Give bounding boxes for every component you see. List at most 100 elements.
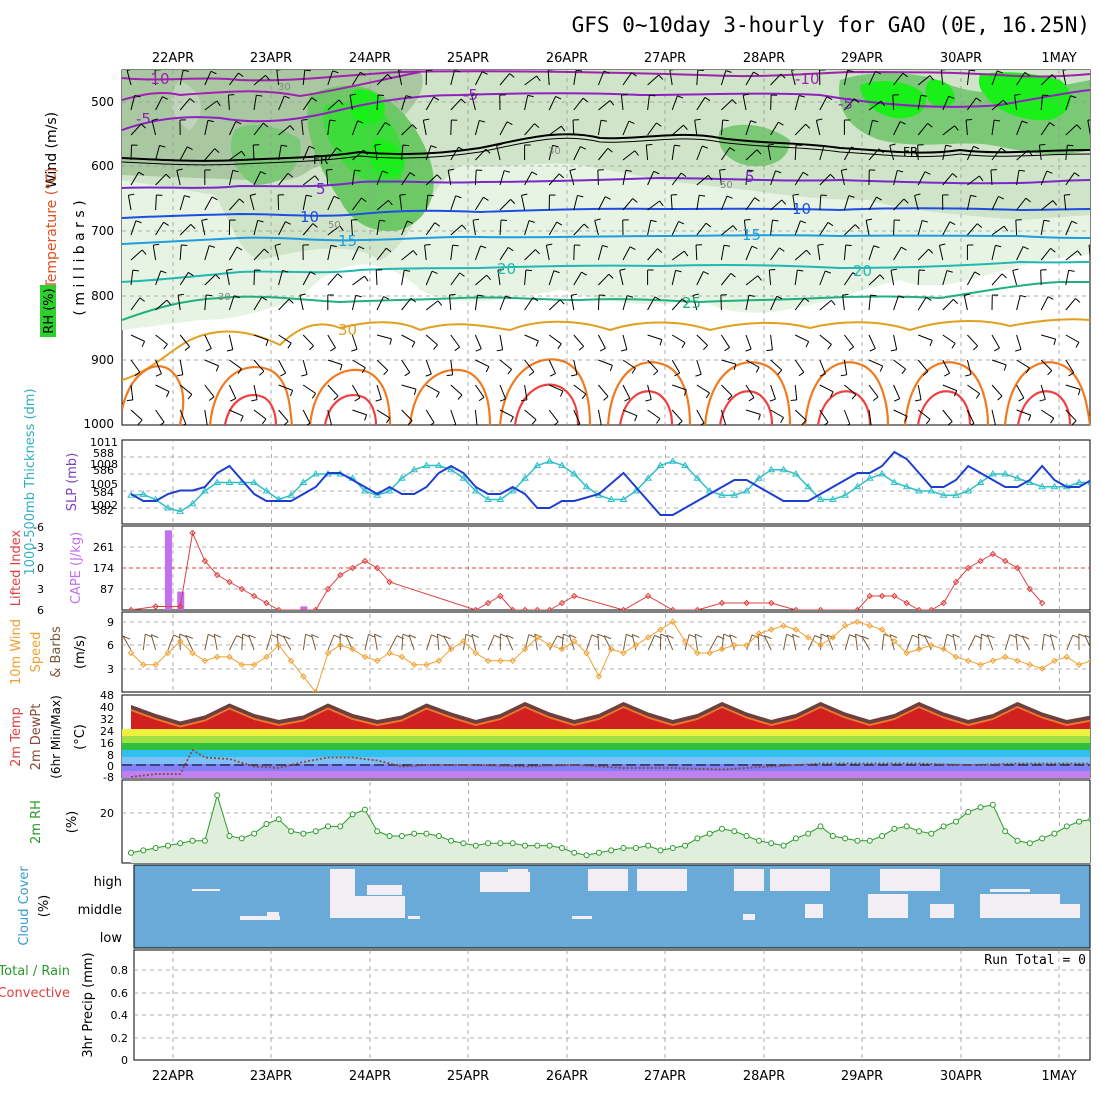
- upper-wind-barb: [548, 96, 556, 111]
- upper-wind-barb: [1065, 220, 1073, 236]
- upper-wind-barb: [450, 245, 454, 261]
- upper-wind-barb: [229, 359, 242, 370]
- isotherm-minus10b: [122, 71, 421, 101]
- wind10m-barb: [1015, 634, 1018, 651]
- wind10m-barb: [436, 634, 440, 651]
- upper-wind-barb: [570, 295, 575, 311]
- rh2m-point: [238, 835, 245, 842]
- upper-wind-barb: [842, 295, 845, 311]
- upper-wind-barb: [1014, 95, 1018, 111]
- temperature-color-bands: [122, 729, 1090, 778]
- cloud-block: [267, 912, 279, 918]
- thickness-point: [742, 487, 751, 494]
- upper-wind-barb: [671, 334, 686, 344]
- upper-wind-barb: [263, 248, 269, 254]
- upper-wind-barb: [204, 196, 213, 211]
- upper-wind-barb: [215, 365, 220, 372]
- wind10m-barb: [500, 633, 508, 638]
- rh2m-point: [916, 828, 922, 835]
- isotherm-label: 25: [682, 294, 701, 312]
- upper-wind-barb: [647, 296, 656, 311]
- wind10m-point: [1001, 653, 1009, 661]
- thickness-point: [385, 487, 394, 494]
- upper-wind-barb: [506, 121, 513, 126]
- upper-wind-barb: [569, 168, 576, 171]
- upper-wind-barb: [671, 124, 684, 136]
- upper-wind-barb: [531, 171, 538, 176]
- lifted-index-point: [484, 599, 492, 607]
- upper-wind-barb: [929, 75, 935, 81]
- upper-wind-barb: [452, 244, 459, 247]
- rh2m-tick: 20: [100, 807, 114, 820]
- upper-wind-barb: [424, 243, 431, 246]
- cape-tick: 87: [100, 583, 114, 596]
- upper-wind-barb: [450, 384, 463, 396]
- wind10m-point: [731, 641, 738, 649]
- rh2m-point: [312, 828, 319, 835]
- upper-wind-barb: [865, 220, 870, 236]
- upper-wind-barb: [794, 144, 797, 161]
- wind10m-point: [669, 618, 676, 626]
- wind10m-point: [817, 641, 824, 649]
- wind10m-point: [460, 638, 467, 645]
- thickness-point: [841, 491, 850, 498]
- upper-wind-barb: [803, 297, 810, 303]
- upper-wind-barb: [304, 70, 311, 72]
- upper-wind-barb: [226, 268, 233, 271]
- upper-wind-barb: [361, 367, 366, 374]
- upper-wind-barb: [654, 296, 661, 301]
- wind10m-barb: [660, 633, 668, 638]
- upper-wind-barb: [924, 171, 931, 175]
- upper-wind-barb: [890, 268, 897, 271]
- upper-wind-barb: [776, 295, 783, 300]
- upper-wind-barb: [1088, 245, 1090, 261]
- upper-wind-barb: [964, 293, 971, 296]
- upper-wind-barb: [819, 145, 825, 161]
- wind10m-point: [152, 661, 159, 668]
- rh2m-point: [509, 840, 516, 847]
- upper-wind-barb: [287, 172, 294, 178]
- upper-wind-barb: [383, 296, 390, 300]
- upper-wind-barb: [671, 270, 677, 286]
- wind10m-point: [743, 641, 750, 649]
- upper-wind-barb: [794, 384, 798, 400]
- upper-wind-barb: [800, 220, 807, 224]
- wind10m-barb: [1021, 635, 1030, 640]
- upper-wind-barb: [138, 171, 145, 176]
- lifted-index-point: [250, 592, 258, 600]
- isotherm-label: 5: [316, 180, 326, 198]
- upper-wind-barb: [155, 409, 165, 423]
- upper-wind-barb: [166, 391, 170, 398]
- upper-wind-barb: [327, 273, 339, 286]
- thickness-tick: 582: [93, 504, 114, 517]
- lifted-index-point: [497, 592, 504, 600]
- rh2m-point: [177, 840, 184, 847]
- upper-wind-barb: [402, 144, 409, 147]
- upper-wind-barb: [155, 384, 170, 393]
- upper-wind-barb: [237, 368, 242, 374]
- rh2m-point: [755, 837, 762, 844]
- rh2m-point: [928, 830, 935, 837]
- rh2m-point: [1002, 828, 1009, 835]
- upper-wind-barb: [928, 248, 934, 254]
- upper-wind-barb: [374, 143, 381, 146]
- upper-wind-barb: [1095, 146, 1100, 148]
- upper-wind-barb: [179, 334, 191, 347]
- upper-wind-barb: [901, 368, 906, 375]
- rh2m-point: [164, 842, 171, 849]
- wind10m-point: [140, 661, 147, 668]
- wind10m-barb: [241, 633, 244, 651]
- rh2m-point: [1051, 830, 1058, 837]
- upper-wind-barb: [848, 195, 855, 198]
- upper-wind-barb: [351, 246, 360, 261]
- thickness-point: [631, 487, 640, 494]
- top-date-label: 23APR: [250, 51, 292, 66]
- upper-wind-barb: [208, 396, 215, 401]
- upper-wind-barb: [351, 334, 358, 350]
- lifted-index-point: [792, 606, 800, 610]
- upper-wind-barb: [843, 146, 853, 161]
- upper-wind-barb: [848, 346, 854, 351]
- upper-wind-barb: [727, 395, 733, 401]
- upper-wind-barb: [647, 359, 659, 372]
- wind10m-barb: [694, 633, 703, 638]
